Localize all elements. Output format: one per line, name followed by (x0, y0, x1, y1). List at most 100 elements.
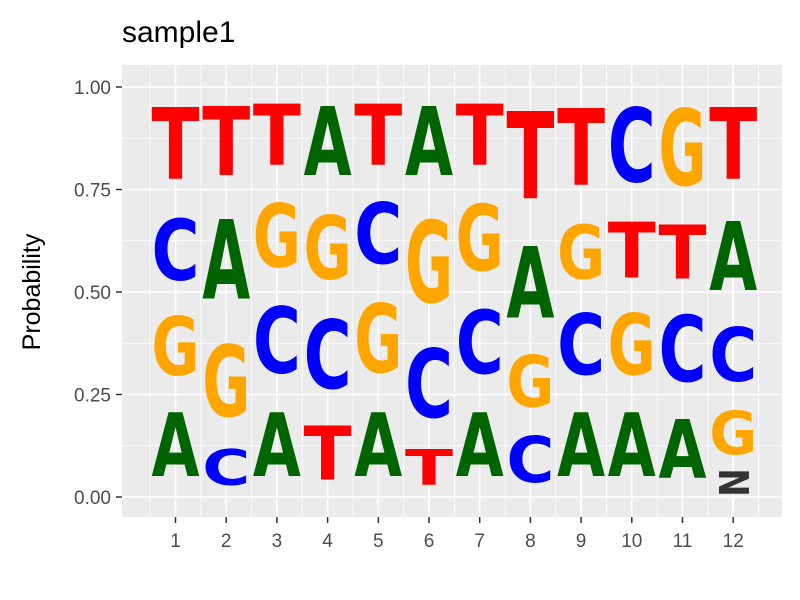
svg-text:T: T (608, 207, 656, 297)
svg-text:G: G (506, 342, 554, 423)
x-tick-label: 1 (170, 531, 181, 552)
svg-text:T: T (152, 89, 200, 203)
logo-letter-G: G (253, 186, 301, 288)
logo-letter-C: C (405, 331, 453, 440)
x-tick-label: 3 (272, 531, 283, 552)
svg-text:G: G (202, 326, 250, 440)
logo-letter-G: G (659, 88, 707, 210)
logo-letter-T: T (354, 88, 402, 186)
logo-letters: AGCTCGATACGTTCGAAGCTTCGAACGTCGATACGTAGTC… (152, 87, 758, 497)
svg-text:A: A (557, 395, 605, 497)
svg-text:C: C (557, 296, 605, 394)
y-tick-label: 0.00 (74, 488, 111, 509)
logo-letter-A: A (202, 198, 250, 325)
svg-text:G: G (456, 187, 504, 293)
logo-letter-A: A (354, 395, 402, 497)
svg-text:N: N (709, 468, 757, 497)
logo-letter-C: C (354, 185, 402, 283)
logo-letter-G: G (456, 187, 504, 293)
svg-text:C: C (608, 89, 656, 207)
logo-letter-C: C (202, 439, 250, 497)
svg-text:T: T (202, 88, 250, 198)
x-tick-label: 7 (474, 531, 485, 552)
logo-letter-A: A (709, 202, 757, 312)
logo-letter-G: G (709, 398, 757, 468)
x-tick-label: 5 (373, 531, 384, 552)
svg-text:A: A (202, 198, 250, 325)
svg-text:A: A (456, 395, 504, 497)
logo-letter-T: T (557, 88, 605, 210)
svg-text:A: A (709, 202, 757, 312)
x-tick-label: 10 (621, 531, 642, 552)
svg-text:G: G (152, 301, 200, 395)
x-tick-label: 9 (576, 531, 587, 552)
svg-text:T: T (405, 441, 454, 498)
logo-letter-C: C (709, 313, 757, 399)
logo-letter-C: C (557, 296, 605, 394)
logo-letter-T: T (709, 89, 757, 203)
svg-text:C: C (659, 296, 707, 403)
svg-text:G: G (354, 284, 402, 395)
logo-letter-A: A (152, 395, 200, 497)
plot-panel (122, 65, 782, 517)
logo-letter-C: C (659, 296, 707, 403)
svg-text:A: A (659, 403, 707, 497)
logo-letter-A: A (608, 395, 656, 497)
svg-text:G: G (253, 186, 301, 288)
svg-text:T: T (456, 88, 504, 186)
x-tick-label: 11 (673, 531, 693, 552)
svg-text:A: A (253, 395, 301, 497)
svg-text:T: T (659, 210, 707, 296)
svg-text:T: T (354, 88, 402, 186)
svg-text:A: A (405, 87, 453, 197)
logo-letter-N: N (709, 468, 757, 497)
logo-letter-A: A (405, 87, 453, 197)
svg-text:C: C (354, 185, 402, 283)
svg-text:T: T (709, 89, 757, 203)
svg-text:C: C (253, 288, 301, 395)
svg-text:A: A (354, 395, 402, 497)
y-axis-label: Probability (18, 233, 46, 350)
svg-text:C: C (709, 313, 757, 399)
svg-text:G: G (608, 298, 656, 396)
logo-letter-T: T (152, 89, 200, 203)
logo-letter-C: C (152, 202, 200, 300)
logo-letter-T: T (608, 207, 656, 297)
logo-letter-A: A (456, 395, 504, 497)
svg-text:T: T (506, 88, 554, 227)
logo-letter-C: C (506, 424, 554, 498)
y-tick-label: 0.50 (74, 283, 111, 304)
logo-letter-C: C (253, 288, 301, 395)
axes: 0.000.250.500.751.001 2 3 4 5 6 7 8 9 10 11 12 (74, 78, 744, 552)
y-tick-label: 0.25 (74, 386, 111, 407)
y-tick-label: 0.75 (74, 181, 111, 202)
logo-letter-T: T (405, 441, 454, 498)
svg-text:T: T (253, 88, 301, 186)
svg-text:C: C (202, 439, 250, 497)
logo-letter-C: C (456, 293, 504, 395)
svg-text:C: C (405, 331, 453, 440)
svg-text:G: G (405, 199, 453, 329)
svg-text:G: G (709, 398, 757, 468)
x-tick-label: 8 (525, 531, 536, 552)
svg-text:C: C (304, 302, 352, 411)
logo-letter-T: T (456, 88, 504, 186)
grid-lines (122, 65, 782, 517)
logo-letter-G: G (354, 284, 402, 395)
logo-letter-A: A (506, 228, 554, 342)
y-tick-label: 1.00 (74, 78, 111, 99)
svg-text:C: C (152, 202, 200, 300)
logo-letter-A: A (304, 87, 352, 197)
logo-letter-C: C (304, 302, 352, 411)
svg-text:G: G (557, 210, 605, 296)
svg-text:A: A (506, 228, 554, 342)
logo-letter-G: G (304, 198, 352, 300)
logo-letter-C: C (608, 89, 656, 207)
chart-title: sample1 (122, 16, 235, 49)
logo-letter-G: G (557, 210, 605, 296)
logo-letter-A: A (557, 395, 605, 497)
svg-text:G: G (659, 88, 707, 210)
svg-text:T: T (304, 411, 352, 497)
logo-letter-G: G (608, 298, 656, 396)
